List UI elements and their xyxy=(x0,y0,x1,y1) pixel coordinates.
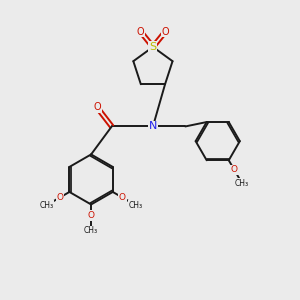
Text: O: O xyxy=(231,166,238,175)
Text: O: O xyxy=(56,193,63,202)
Text: N: N xyxy=(149,122,157,131)
Text: O: O xyxy=(88,211,94,220)
Text: O: O xyxy=(137,27,144,37)
Text: CH₃: CH₃ xyxy=(129,201,143,210)
Text: O: O xyxy=(119,193,126,202)
Text: CH₃: CH₃ xyxy=(39,201,53,210)
Text: S: S xyxy=(149,42,157,52)
Text: O: O xyxy=(93,102,101,112)
Text: CH₃: CH₃ xyxy=(235,179,249,188)
Text: CH₃: CH₃ xyxy=(84,226,98,236)
Text: O: O xyxy=(161,27,169,37)
